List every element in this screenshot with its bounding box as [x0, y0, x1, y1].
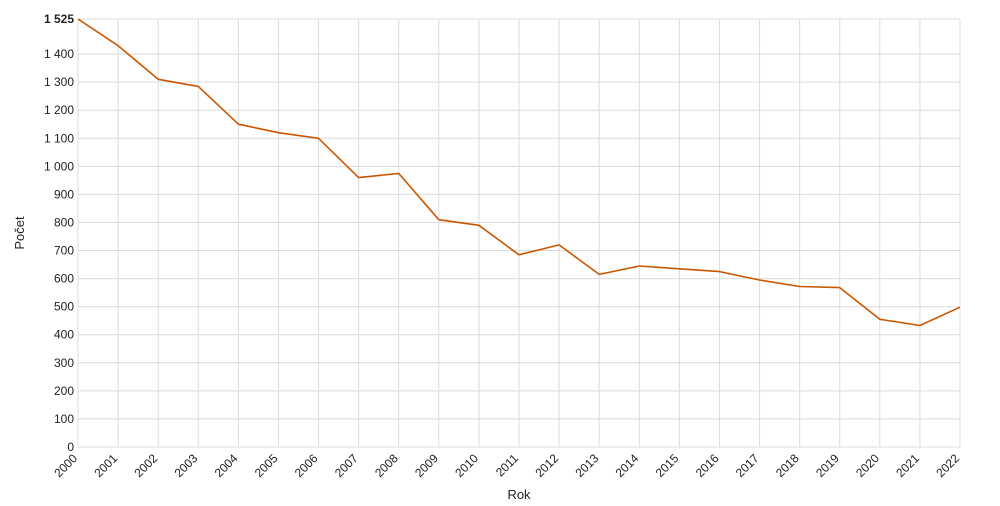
- y-tick-label: 1 525: [44, 12, 74, 26]
- x-tick-label: 2018: [773, 451, 802, 480]
- x-tick-label: 2001: [91, 451, 120, 480]
- y-tick-label: 500: [54, 300, 74, 314]
- series-line: [77, 18, 961, 327]
- y-tick-label: 900: [54, 187, 74, 201]
- x-tick-label: 2008: [372, 451, 401, 480]
- y-axis-ticks: 0 100 200 300 400 500 600 700 800 900 1 000 1 100 1 …: [44, 12, 74, 454]
- y-tick-label: 700: [54, 244, 74, 258]
- x-tick-label: 2005: [252, 451, 281, 480]
- y-tick-label: 1 300: [44, 75, 74, 89]
- x-tick-label: 2003: [172, 451, 201, 480]
- y-tick-label: 600: [54, 272, 74, 286]
- x-tick-label: 2020: [853, 451, 882, 480]
- y-tick-label: 100: [54, 412, 74, 426]
- x-tick-label: 2016: [693, 451, 722, 480]
- x-tick-label: 2021: [893, 451, 922, 480]
- x-tick-label: 2015: [653, 451, 682, 480]
- y-tick-label: 1 200: [44, 103, 74, 117]
- x-tick-label: 2014: [613, 451, 642, 480]
- y-tick-label: 800: [54, 215, 74, 229]
- x-tick-label: 2010: [452, 451, 481, 480]
- y-tick-label: 300: [54, 356, 74, 370]
- x-tick-label: 2017: [733, 451, 762, 480]
- x-tick-label: 2019: [813, 451, 842, 480]
- x-axis-title: Rok: [507, 487, 531, 502]
- y-tick-label: 1 100: [44, 131, 74, 145]
- y-tick-label: 400: [54, 328, 74, 342]
- x-tick-label: 2022: [933, 451, 962, 480]
- x-tick-label: 2011: [493, 451, 521, 479]
- y-tick-label: 200: [54, 384, 74, 398]
- y-tick-label: 1 400: [44, 47, 74, 61]
- y-tick-label: 1 000: [44, 159, 74, 173]
- x-axis-ticks: 2000 2001 2002 2003 2004 2005 2006 2007 2008 2009…: [51, 451, 962, 480]
- chart-grid: [77, 18, 961, 448]
- series-group: [77, 18, 961, 327]
- x-tick-label: 2013: [573, 451, 602, 480]
- y-axis-title: Počet: [12, 216, 27, 250]
- y-tick-label: 0: [67, 440, 74, 454]
- x-tick-label: 2009: [412, 451, 441, 480]
- x-tick-label: 2012: [532, 451, 561, 480]
- x-tick-label: 2002: [132, 451, 161, 480]
- x-tick-label: 2006: [292, 451, 321, 480]
- x-tick-label: 2004: [212, 451, 241, 480]
- x-tick-label: 2000: [51, 451, 80, 480]
- x-tick-label: 2007: [332, 451, 361, 480]
